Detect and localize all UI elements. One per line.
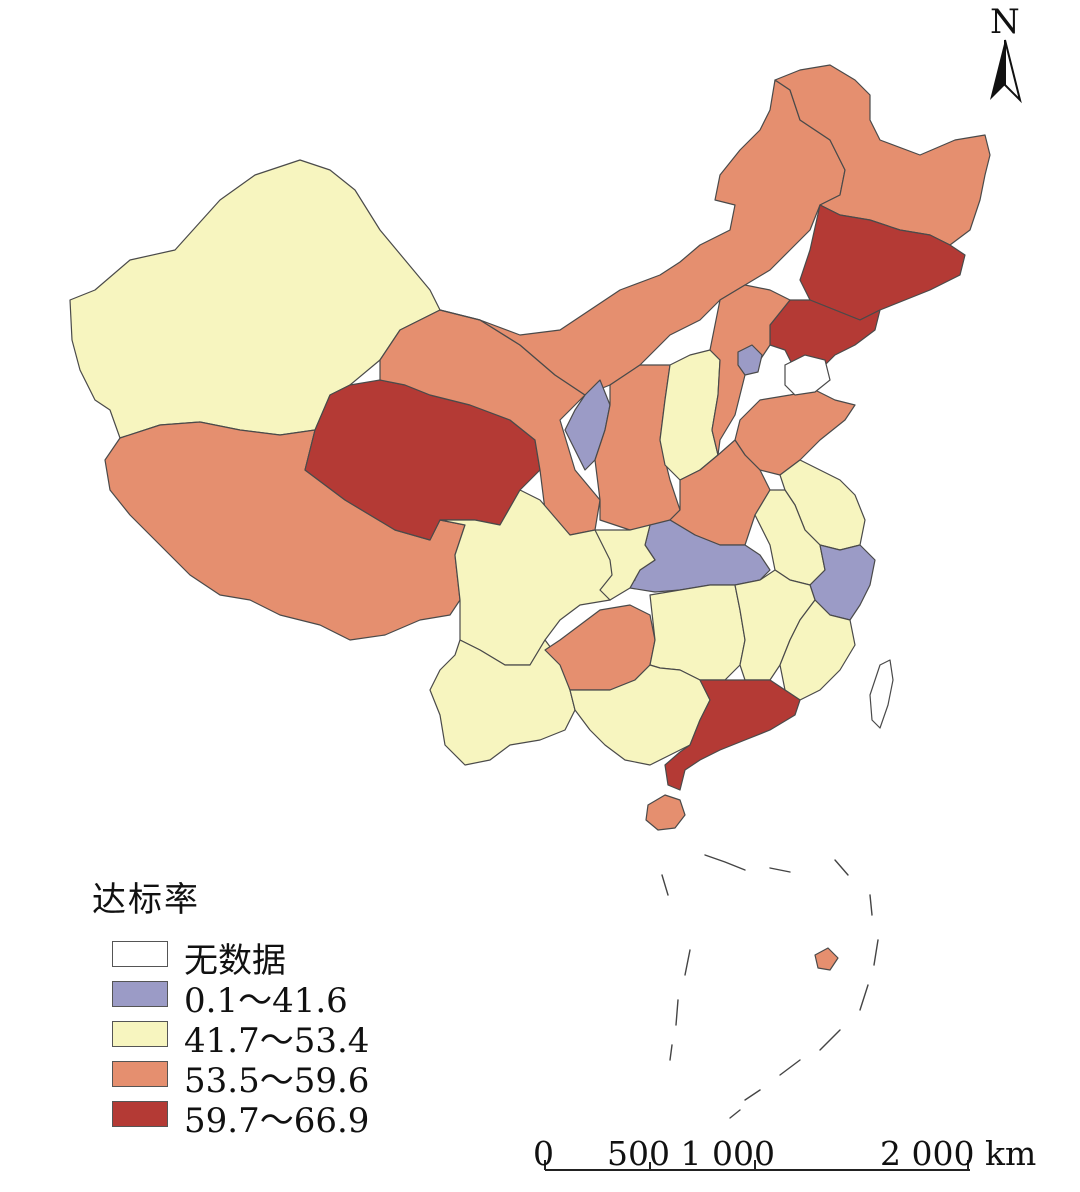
scale-label-0: 0 — [533, 1134, 554, 1173]
region-heilongjiang — [774, 64, 991, 246]
legend-title: 达标率 — [92, 880, 200, 920]
region-yunnan — [429, 639, 576, 766]
legend-swatch — [112, 1061, 168, 1087]
legend-label: 无数据 — [184, 941, 286, 981]
legend-label: 0.1～41.6 — [184, 981, 348, 1021]
region-fujian — [779, 599, 856, 701]
legend-label: 59.7～66.9 — [184, 1101, 370, 1141]
region-jilin — [799, 204, 966, 321]
region-hainan — [645, 794, 686, 831]
region-hunan — [649, 584, 746, 681]
legend-label: 41.7～53.4 — [184, 1021, 370, 1061]
region-chongqing — [594, 524, 656, 601]
scale-bar — [544, 1160, 970, 1171]
south-china-sea-islands — [661, 854, 879, 1119]
bohai-sea — [784, 354, 831, 396]
north-arrow-icon — [990, 39, 1022, 104]
region-south-sea-island — [814, 947, 839, 971]
region-taiwan — [869, 659, 894, 729]
legend-swatch — [112, 1101, 168, 1127]
scale-label-500-1000: 500 1 000 — [607, 1134, 775, 1173]
north-label: N — [990, 2, 1020, 42]
region-tibet — [104, 421, 466, 641]
region-zhejiang — [809, 544, 876, 621]
legend-swatch — [112, 1021, 168, 1047]
legend-label: 53.5～59.6 — [184, 1061, 370, 1101]
region-sichuan — [439, 489, 636, 666]
region-beijing — [737, 344, 763, 376]
legend-swatch — [112, 981, 168, 1007]
legend-swatch — [112, 941, 168, 967]
scale-label-2000: 2 000 km — [880, 1134, 1037, 1173]
region-guangdong — [664, 679, 801, 791]
